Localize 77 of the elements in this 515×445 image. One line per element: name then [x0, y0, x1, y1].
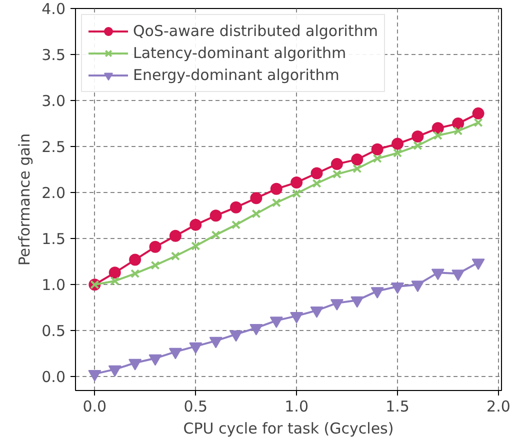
point	[454, 126, 463, 136]
point	[230, 330, 243, 342]
point	[129, 254, 142, 266]
y-tick-label: 1.5	[42, 230, 66, 248]
y-axis-title: Performance gain	[16, 133, 34, 266]
point	[170, 252, 180, 261]
y-tick-label: 0.5	[42, 322, 66, 340]
y-tick-label: 3.5	[42, 46, 66, 64]
point	[312, 178, 322, 188]
point	[392, 138, 404, 150]
point	[110, 276, 120, 286]
x-tick-label: 1.5	[386, 398, 410, 416]
point	[332, 170, 342, 179]
point	[189, 342, 202, 354]
x-tick-label: 1.0	[284, 398, 309, 416]
point	[191, 241, 200, 251]
x-tick-label: 0.0	[82, 398, 107, 416]
point	[292, 188, 302, 198]
point	[168, 348, 182, 360]
point	[211, 230, 220, 240]
point	[108, 365, 122, 377]
point	[411, 280, 424, 292]
x-tick-label: 2.0	[486, 398, 510, 416]
point	[270, 316, 283, 328]
point	[310, 306, 324, 318]
point	[351, 153, 364, 166]
y-tick-label: 0.0	[42, 368, 66, 386]
point	[330, 299, 344, 310]
legend-label: Energy-dominant algorithm	[133, 66, 340, 84]
point	[150, 260, 160, 270]
point	[250, 324, 263, 336]
point	[432, 122, 444, 134]
point	[472, 107, 484, 120]
point	[230, 201, 242, 214]
point	[452, 118, 464, 130]
legend-label: QoS-aware distributed algorithm	[133, 22, 378, 40]
point	[310, 167, 323, 180]
point	[209, 336, 222, 348]
point	[270, 182, 282, 195]
point	[472, 258, 485, 270]
point	[371, 143, 384, 156]
legend-label: Latency-dominant algorithm	[133, 44, 346, 62]
y-tick-label: 2.0	[42, 184, 66, 202]
point	[413, 141, 422, 150]
y-tick-label: 1.0	[42, 276, 66, 294]
point	[372, 154, 382, 164]
point	[88, 370, 102, 382]
y-tick-label: 4.0	[42, 0, 66, 18]
point	[108, 266, 121, 279]
y-tick-label: 3.0	[42, 92, 66, 110]
point	[290, 312, 304, 324]
x-tick-label: 0.5	[184, 398, 208, 416]
point	[210, 210, 222, 222]
point	[452, 270, 465, 282]
point	[130, 269, 140, 278]
point	[272, 198, 281, 208]
point	[128, 358, 142, 370]
point	[412, 130, 424, 142]
point	[392, 148, 402, 158]
point	[330, 158, 343, 170]
point	[252, 209, 261, 218]
point	[149, 240, 162, 253]
point	[350, 296, 364, 308]
x-axis-title: CPU cycle for task (Gcycles)	[183, 420, 394, 438]
point	[169, 230, 182, 242]
point	[370, 287, 384, 299]
y-tick-label: 2.5	[42, 138, 66, 156]
point	[231, 220, 241, 230]
point	[474, 118, 483, 128]
point	[431, 268, 444, 280]
point	[433, 130, 442, 140]
point	[290, 176, 303, 188]
point	[391, 282, 404, 294]
point	[250, 192, 262, 204]
point	[190, 218, 202, 231]
point	[352, 164, 362, 174]
point	[148, 354, 162, 366]
